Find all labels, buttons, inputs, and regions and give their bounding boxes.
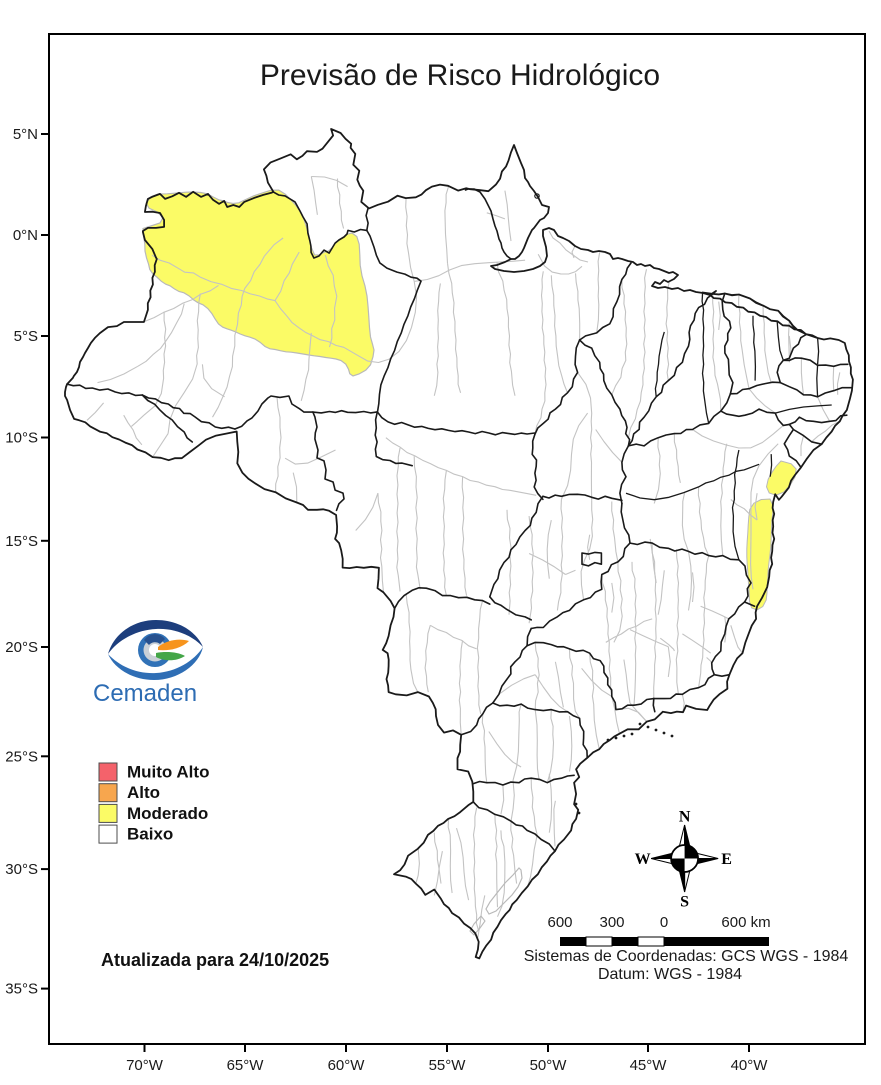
svg-text:Moderado: Moderado: [127, 804, 208, 823]
svg-text:70°W: 70°W: [126, 1057, 164, 1074]
svg-text:S: S: [680, 894, 689, 911]
svg-text:Alto: Alto: [127, 783, 160, 802]
svg-text:600: 600: [547, 914, 572, 931]
svg-text:25°S: 25°S: [5, 748, 38, 765]
svg-text:10°S: 10°S: [5, 430, 38, 447]
svg-text:20°S: 20°S: [5, 639, 38, 656]
svg-text:Sistemas de Coordenadas: GCS W: Sistemas de Coordenadas: GCS WGS - 1984: [524, 948, 849, 965]
svg-text:0°N: 0°N: [13, 227, 38, 244]
svg-text:5°S: 5°S: [14, 328, 38, 345]
svg-text:40°W: 40°W: [731, 1057, 769, 1074]
svg-text:Muito Alto: Muito Alto: [127, 763, 209, 782]
svg-text:45°W: 45°W: [630, 1057, 668, 1074]
svg-text:Datum: WGS - 1984: Datum: WGS - 1984: [598, 966, 742, 983]
svg-text:E: E: [721, 851, 732, 868]
svg-text:N: N: [679, 809, 691, 826]
svg-text:W: W: [635, 851, 651, 868]
svg-text:Previsão de Risco Hidrológico: Previsão de Risco Hidrológico: [260, 59, 660, 92]
svg-text:0: 0: [660, 914, 668, 931]
svg-text:300: 300: [599, 914, 624, 931]
svg-text:65°W: 65°W: [227, 1057, 265, 1074]
svg-text:Cemaden: Cemaden: [93, 680, 197, 707]
svg-text:600 km: 600 km: [721, 914, 770, 931]
svg-text:60°W: 60°W: [328, 1057, 366, 1074]
svg-text:35°S: 35°S: [5, 981, 38, 998]
svg-text:55°W: 55°W: [429, 1057, 467, 1074]
svg-text:50°W: 50°W: [530, 1057, 568, 1074]
svg-text:Baixo: Baixo: [127, 825, 173, 844]
svg-text:Atualizada para 24/10/2025: Atualizada para 24/10/2025: [101, 950, 329, 970]
svg-text:5°N: 5°N: [13, 126, 38, 143]
svg-text:15°S: 15°S: [5, 533, 38, 550]
svg-text:30°S: 30°S: [5, 861, 38, 878]
